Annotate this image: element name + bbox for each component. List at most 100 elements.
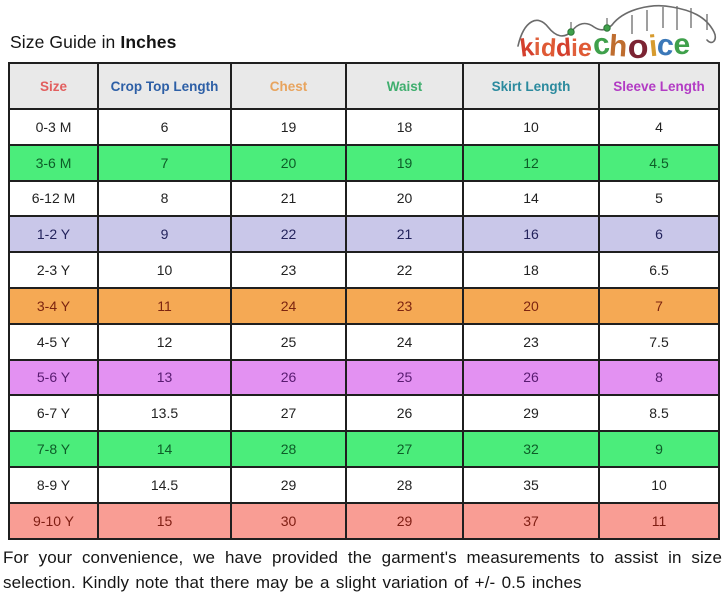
table-cell: 8-9 Y	[8, 465, 99, 504]
column-header-chest: Chest	[230, 62, 347, 110]
table-cell: 20	[345, 179, 464, 218]
table-cell: 28	[345, 465, 464, 504]
logo-letter: o	[627, 28, 649, 66]
table-cell: 3-6 M	[8, 143, 99, 182]
table-row: 6-12 M 8 21 20 14 5	[8, 179, 720, 218]
table-cell: 9-10 Y	[8, 501, 99, 540]
table-cell: 0-3 M	[8, 108, 99, 146]
table-cell: 15	[97, 501, 232, 540]
table-cell: 5	[598, 179, 720, 218]
table-cell: 24	[230, 286, 347, 325]
table-cell: 6-7 Y	[8, 394, 99, 433]
table-row: 7-8 Y 14 28 27 32 9	[8, 430, 720, 468]
table-cell: 22	[230, 215, 347, 254]
table-cell: 26	[462, 358, 600, 397]
brand-logo: k i d d i e c h o i c e	[514, 0, 724, 66]
table-row: 4-5 Y 12 25 24 23 7.5	[8, 322, 720, 361]
size-guide-table: Size Crop Top Length Chest Waist Skirt L…	[8, 62, 720, 540]
table-cell: 6-12 M	[8, 179, 99, 218]
logo-letter: k	[518, 33, 536, 63]
table-cell: 29	[345, 501, 464, 540]
table-cell: 26	[230, 358, 347, 397]
table-cell: 12	[97, 322, 232, 361]
logo-letter: h	[608, 29, 629, 64]
table-cell: 8	[97, 179, 232, 218]
table-cell: 23	[345, 286, 464, 325]
table-row: 0-3 M 6 19 18 10 4	[8, 108, 720, 146]
table-cell: 28	[230, 430, 347, 468]
table-cell: 10	[598, 465, 720, 504]
table-cell: 18	[345, 108, 464, 146]
page-title-prefix: Size Guide in	[10, 32, 121, 52]
logo-letter: d	[554, 33, 573, 63]
table-cell: 14.5	[97, 465, 232, 504]
table-cell: 27	[345, 430, 464, 468]
column-header-waist: Waist	[345, 62, 464, 110]
table-cell: 4.5	[598, 143, 720, 182]
logo-letter: d	[539, 33, 557, 63]
table-cell: 7-8 Y	[8, 430, 99, 468]
table-row: 9-10 Y 15 30 29 37 11	[8, 501, 720, 540]
table-cell: 20	[462, 286, 600, 325]
table-cell: 20	[230, 143, 347, 182]
table-cell: 29	[230, 465, 347, 504]
table-cell: 18	[462, 251, 600, 289]
table-cell: 23	[462, 322, 600, 361]
table-cell: 10	[462, 108, 600, 146]
table-cell: 19	[230, 108, 347, 146]
table-cell: 24	[345, 322, 464, 361]
table-cell: 3-4 Y	[8, 286, 99, 325]
table-cell: 21	[345, 215, 464, 254]
footer-note: For your convenience, we have provided t…	[3, 548, 722, 592]
table-cell: 12	[462, 143, 600, 182]
table-row: 1-2 Y 9 22 21 16 6	[8, 215, 720, 254]
table-cell: 29	[462, 394, 600, 433]
table-cell: 4	[598, 108, 720, 146]
table-cell: 6.5	[598, 251, 720, 289]
brand-logo-text: k i d d i e c h o i c e	[518, 27, 691, 66]
column-header-sleeve-length: Sleeve Length	[598, 62, 720, 110]
table-row: 5-6 Y 13 26 25 26 8	[8, 358, 720, 397]
table-cell: 6	[598, 215, 720, 254]
table-row: 3-6 M 7 20 19 12 4.5	[8, 143, 720, 182]
table-row: 3-4 Y 11 24 23 20 7	[8, 286, 720, 325]
logo-letter: e	[673, 28, 691, 61]
logo-letter: c	[655, 28, 676, 63]
table-cell: 2-3 Y	[8, 251, 99, 289]
table-cell: 9	[598, 430, 720, 468]
logo-letter: i	[571, 35, 578, 62]
table-cell: 25	[345, 358, 464, 397]
table-row: 2-3 Y 10 23 22 18 6.5	[8, 251, 720, 289]
table-cell: 27	[230, 394, 347, 433]
table-cell: 16	[462, 215, 600, 254]
table-cell: 10	[97, 251, 232, 289]
table-cell: 1-2 Y	[8, 215, 99, 254]
column-header-skirt-length: Skirt Length	[462, 62, 600, 110]
table-cell: 13	[97, 358, 232, 397]
table-cell: 7	[598, 286, 720, 325]
table-cell: 23	[230, 251, 347, 289]
table-cell: 11	[598, 501, 720, 540]
table-cell: 35	[462, 465, 600, 504]
table-cell: 7	[97, 143, 232, 182]
logo-letter: i	[533, 34, 541, 61]
logo-letter: e	[576, 33, 593, 63]
table-cell: 11	[97, 286, 232, 325]
table-cell: 8	[598, 358, 720, 397]
table-row: 8-9 Y 14.5 29 28 35 10	[8, 465, 720, 504]
table-cell: 21	[230, 179, 347, 218]
rollercoaster-icon	[517, 5, 717, 47]
table-cell: 6	[97, 108, 232, 146]
table-row: 6-7 Y 13.5 27 26 29 8.5	[8, 394, 720, 433]
table-cell: 7.5	[598, 322, 720, 361]
table-cell: 22	[345, 251, 464, 289]
table-cell: 9	[97, 215, 232, 254]
page-title-unit: Inches	[120, 32, 177, 52]
column-header-size: Size	[8, 62, 99, 110]
table-cell: 5-6 Y	[8, 358, 99, 397]
table-cell: 4-5 Y	[8, 322, 99, 361]
table-cell: 13.5	[97, 394, 232, 433]
table-cell: 14	[462, 179, 600, 218]
header-row: Size Crop Top Length Chest Waist Skirt L…	[8, 62, 720, 110]
